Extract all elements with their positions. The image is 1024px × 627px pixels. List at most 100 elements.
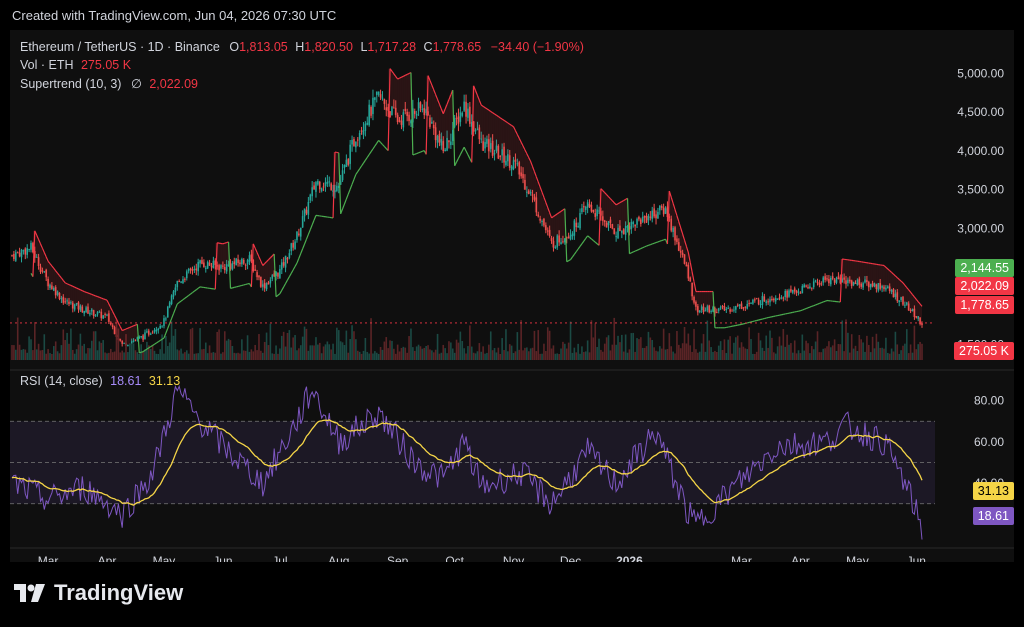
candle-body (432, 124, 435, 129)
volume-bar (32, 350, 34, 360)
supertrend-fill (887, 270, 890, 291)
volume-bar (666, 349, 669, 360)
supertrend-segment (646, 244, 649, 247)
candle-body (752, 299, 754, 304)
supertrend-fill (101, 298, 104, 316)
supertrend-fill (874, 264, 877, 289)
supertrend-segment (438, 103, 442, 110)
supertrend-segment (591, 238, 594, 242)
supertrend-fill (853, 260, 856, 284)
volume-bar (731, 353, 733, 360)
candle-body (294, 241, 296, 250)
chart-canvas[interactable]: 5,000.004,500.004,000.003,500.003,000.00… (10, 30, 1014, 562)
supertrend-fill (106, 304, 109, 322)
candle-body (567, 236, 570, 239)
rsi-legend[interactable]: RSI (14, close) 18.61 31.13 (20, 374, 180, 388)
volume-bar (875, 333, 878, 360)
candle-body (248, 255, 251, 262)
supertrend-segment (446, 99, 450, 105)
rsi-ma-value: 31.13 (148, 374, 181, 388)
supertrend-segment (383, 146, 387, 149)
volume-bar (153, 350, 156, 360)
supertrend-segment (41, 247, 45, 253)
supertrend-segment (34, 230, 38, 236)
supertrend-segment (136, 324, 140, 353)
volume-bar (328, 344, 331, 360)
volume-legend[interactable]: Vol · ETH 275.05 K (20, 58, 131, 72)
candle-body (271, 275, 274, 279)
supertrend-segment (195, 287, 199, 291)
volume-bar (444, 348, 446, 360)
candle-body (24, 248, 27, 255)
candle-body (415, 113, 418, 116)
supertrend-fill (220, 243, 223, 267)
candle-body (191, 269, 194, 272)
volume-bar (410, 328, 412, 360)
supertrend-fill (82, 291, 85, 311)
supertrend-segment (351, 179, 355, 185)
volume-bar (13, 345, 15, 360)
volume-bar (588, 352, 591, 360)
candle-body (550, 238, 553, 241)
volume-bar (28, 336, 30, 360)
volume-bar (649, 337, 652, 360)
supertrend-segment (57, 272, 60, 277)
volume-bar (438, 353, 441, 360)
supertrend-fill (690, 272, 693, 297)
volume-bar (508, 344, 511, 360)
supertrend-segment (49, 263, 53, 267)
candle-body (402, 112, 405, 128)
candle-body (586, 202, 589, 208)
volume-bar (883, 348, 885, 360)
candle-body (896, 292, 899, 302)
candle-body (233, 261, 236, 265)
candle-body (176, 280, 179, 288)
symbol-name[interactable]: Ethereum / TetherUS · 1D · Binance (20, 40, 220, 54)
supertrend-fill (616, 203, 619, 228)
supertrend-segment (174, 303, 178, 310)
candle-body (852, 281, 855, 285)
chart-area[interactable]: 5,000.00 4,500.00 4,000.00 3,500.00 3,000.00… (10, 30, 1014, 562)
supertrend-segment (454, 161, 458, 167)
supertrend-fill (866, 263, 869, 288)
volume-bar (298, 348, 300, 360)
volume-bar (651, 340, 654, 360)
supertrend-fill (895, 277, 898, 302)
candle-body (102, 315, 104, 319)
volume-bar (660, 348, 663, 360)
supertrend-fill (488, 111, 491, 144)
candle-body (792, 290, 794, 293)
supertrend-segment (885, 266, 889, 270)
candle-body (345, 159, 348, 167)
supertrend-fill (61, 280, 64, 303)
volume-bar (70, 328, 72, 360)
candle-body (66, 300, 68, 302)
supertrend-legend[interactable]: Supertrend (10, 3) ∅ 2,022.09 (20, 76, 198, 91)
volume-bar (368, 353, 370, 360)
volume-bar (35, 349, 38, 360)
candle-body (835, 277, 838, 283)
volume-bar (322, 346, 325, 360)
candle-body (214, 260, 217, 266)
volume-bar (721, 350, 724, 360)
tradingview-brand[interactable]: TradingView (14, 580, 183, 606)
candle-body (609, 219, 612, 223)
volume-bar (632, 332, 635, 360)
candle-body (111, 325, 114, 328)
supertrend-fill (257, 256, 259, 278)
volume-bar (689, 345, 692, 360)
supertrend-fill (509, 125, 512, 167)
supertrend-segment (807, 306, 811, 309)
candle-body (510, 166, 513, 171)
volume-bar (841, 320, 844, 360)
volume-bar (54, 341, 57, 360)
supertrend-segment (896, 277, 900, 280)
volume-bar (402, 346, 405, 360)
supertrend-segment (252, 243, 256, 249)
volume-bar (736, 335, 739, 360)
supertrend-fill (557, 212, 560, 243)
supertrend-segment (378, 139, 381, 143)
supertrend-segment (227, 241, 232, 289)
candle-body (307, 201, 310, 215)
supertrend-fill (519, 142, 522, 177)
